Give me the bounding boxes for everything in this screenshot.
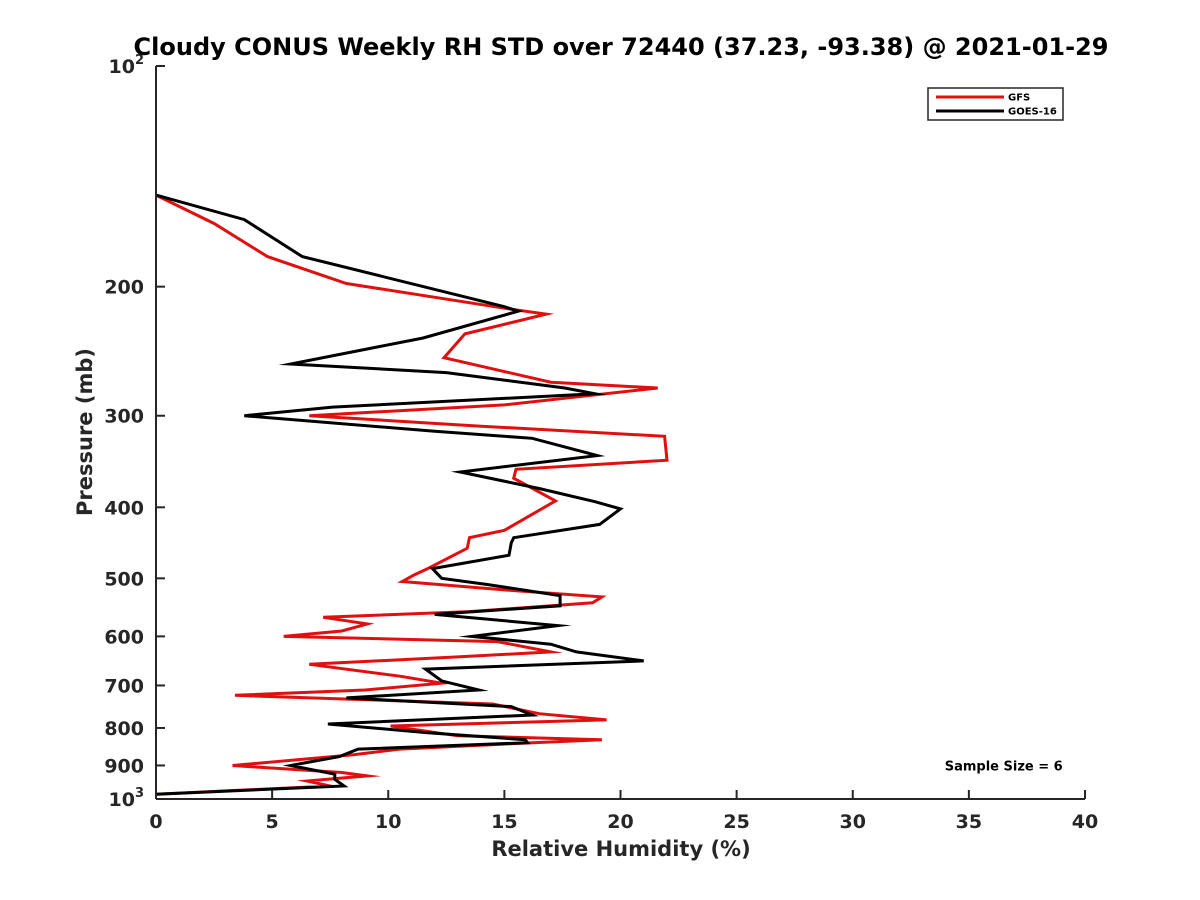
legend-label: GFS [1008, 93, 1030, 104]
chart-title: Cloudy CONUS Weekly RH STD over 72440 (3… [134, 33, 1109, 61]
x-tick-label: 15 [491, 811, 517, 833]
y-axis-label: Pressure (mb) [73, 348, 97, 516]
x-tick-label: 30 [840, 811, 866, 833]
y-tick-label: 600 [104, 626, 144, 648]
y-tick-label: 400 [104, 497, 144, 519]
series-line-goes-16 [155, 193, 644, 796]
y-tick-label: 102 [109, 53, 145, 78]
series-layer [155, 193, 669, 796]
legend: GFS GOES-16 [927, 87, 1064, 121]
y-tick-label: 500 [104, 568, 144, 590]
axes-layer: 0 5 10 15 20 25 30 35 40 102 200 300 400 500 600 700 800… [104, 53, 1098, 833]
y-tick-label: 900 [104, 755, 144, 777]
y-tick-label: 800 [104, 718, 144, 740]
x-tick-label: 20 [607, 811, 633, 833]
x-tick-label: 0 [149, 811, 162, 833]
sample-size-annotation: Sample Size = 6 [945, 759, 1063, 774]
x-tick-label: 35 [956, 811, 982, 833]
x-tick-label: 10 [375, 811, 401, 833]
x-tick-label: 5 [266, 811, 279, 833]
x-axis-label: Relative Humidity (%) [491, 837, 750, 861]
x-tick-label: 40 [1072, 811, 1098, 833]
x-tick-label: 25 [723, 811, 749, 833]
y-tick-label: 700 [104, 675, 144, 697]
y-tick-label: 103 [109, 786, 145, 811]
y-tick-label: 200 [104, 277, 144, 299]
legend-label: GOES-16 [1008, 107, 1057, 118]
annotation-layer: Sample Size = 6 [945, 759, 1063, 774]
legend-box [927, 87, 1064, 121]
y-tick-label: 300 [104, 406, 144, 428]
